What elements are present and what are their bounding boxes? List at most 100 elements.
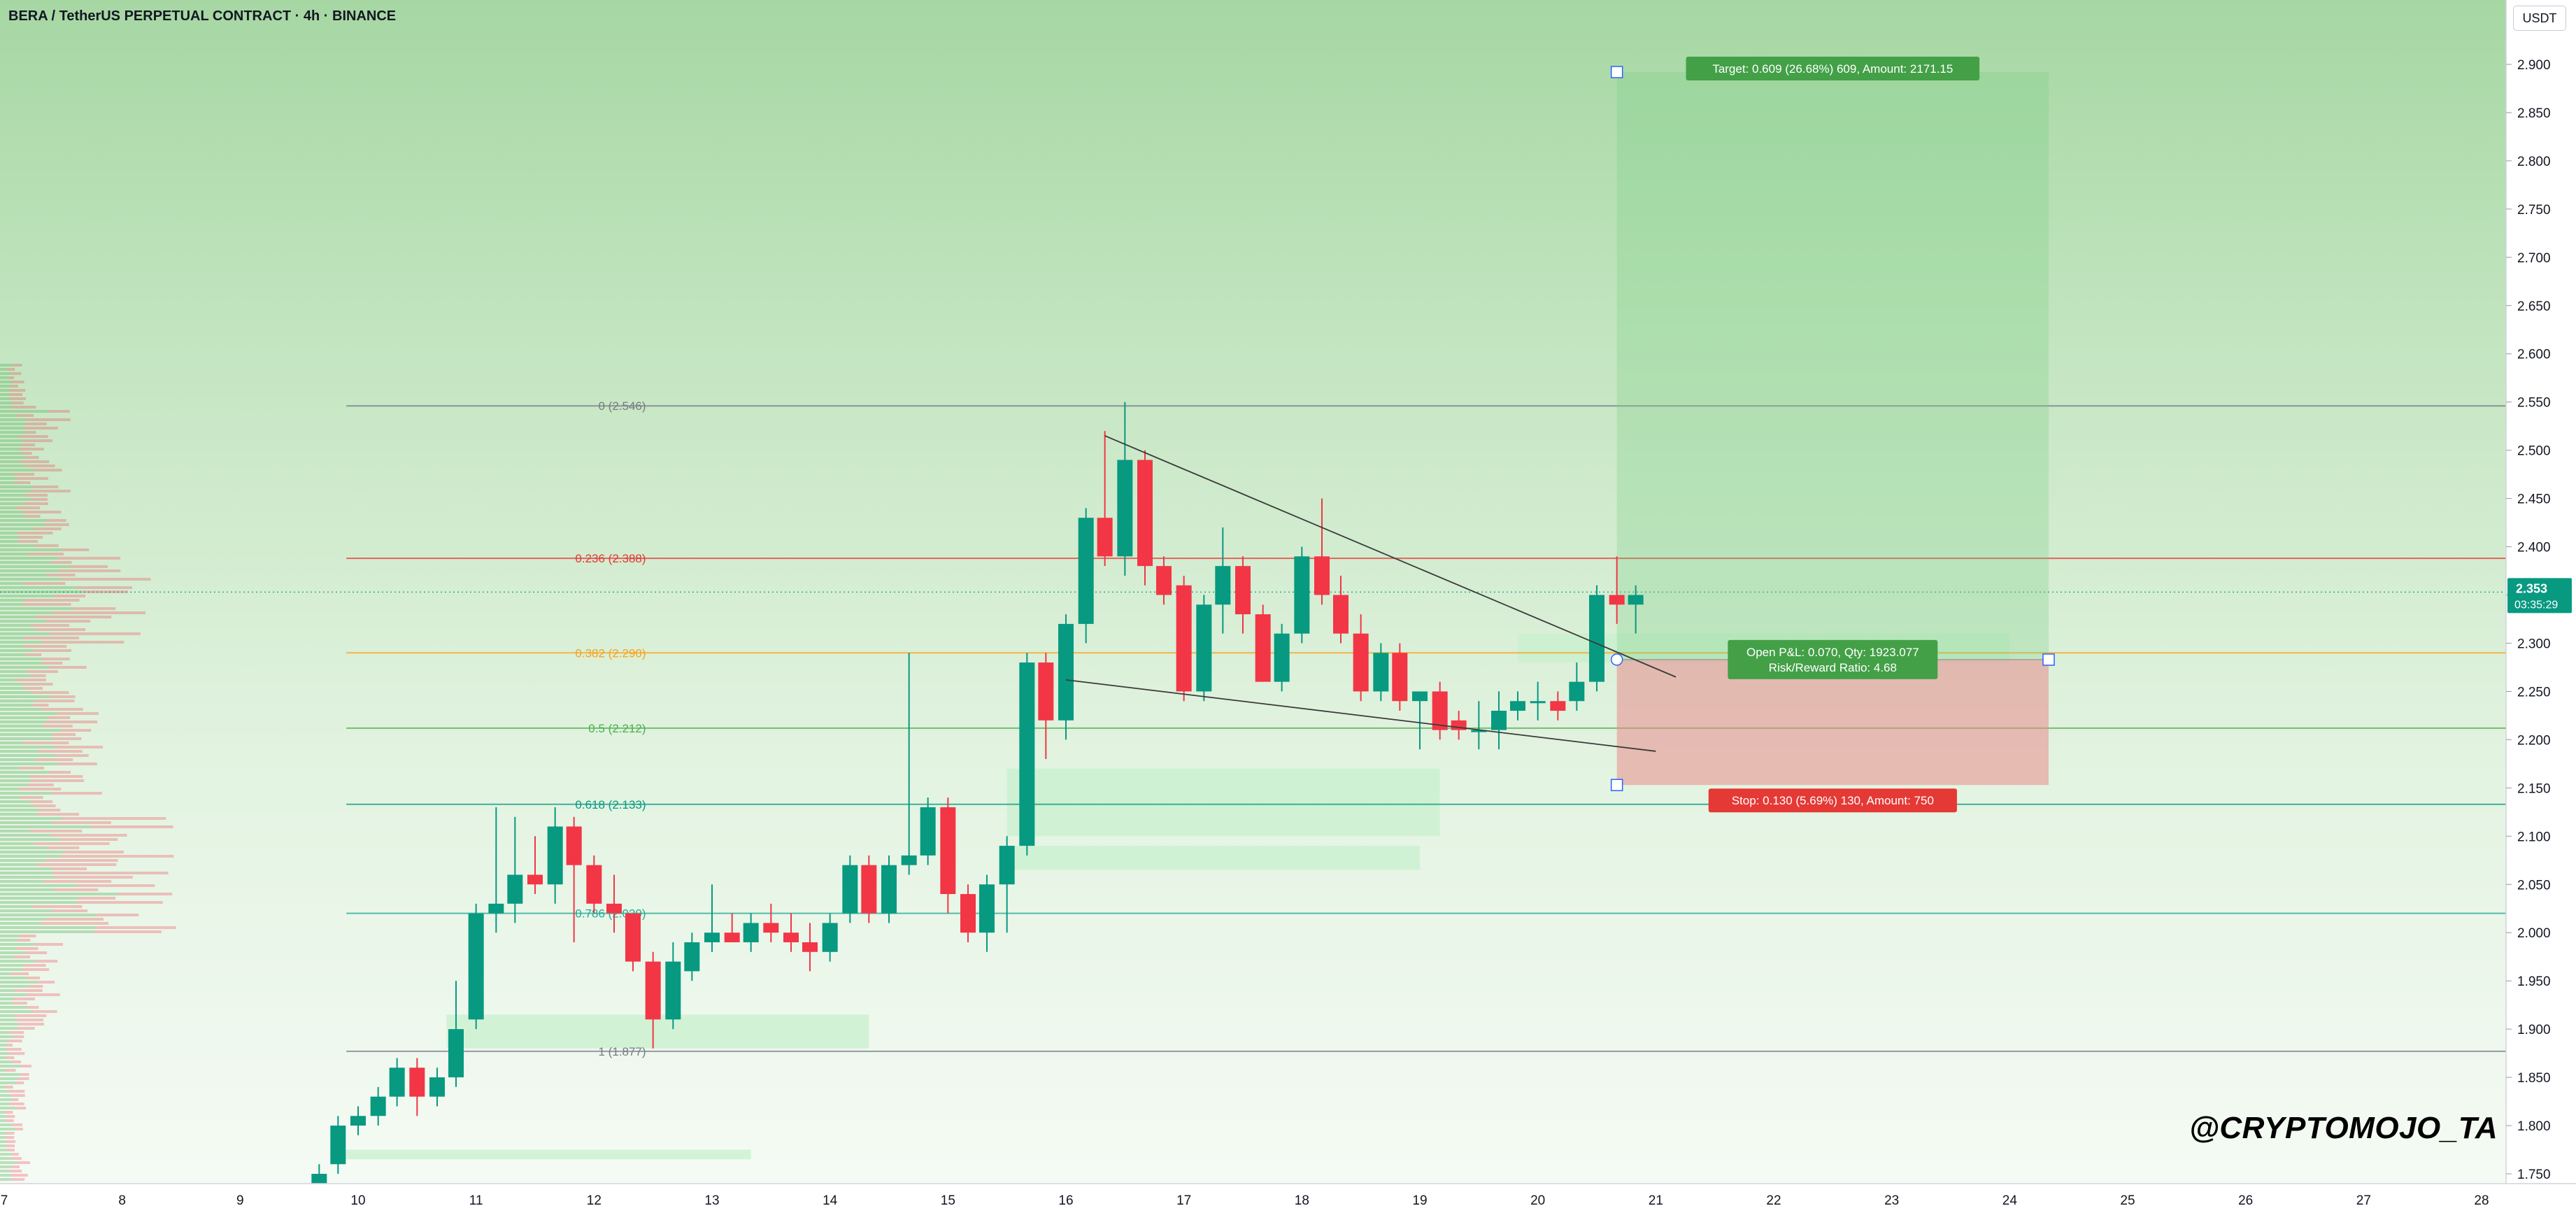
volume-bar-sell [27, 783, 54, 786]
volume-bar-buy [0, 821, 52, 824]
volume-bar-buy [0, 708, 42, 711]
y-tick-label: 2.600 [2517, 348, 2551, 362]
volume-bar-buy [0, 989, 15, 992]
currency-button[interactable]: USDT [2513, 6, 2566, 31]
volume-bar-sell [6, 1140, 16, 1143]
volume-bar-sell [52, 872, 169, 874]
volume-bar-buy [0, 616, 36, 618]
y-tick-label: 1.750 [2517, 1168, 2551, 1182]
fibonacci-retracement[interactable]: 0 (2.546) 0.236 (2.388) 0.382 (2.290) 0.5 (… [0, 399, 2506, 1058]
candle-body [1117, 460, 1133, 557]
volume-bar-buy [0, 1044, 6, 1047]
volume-bar-sell [42, 662, 63, 665]
volume-bar-buy [0, 389, 8, 392]
volume-bar-sell [31, 704, 49, 707]
candle-body [1176, 585, 1192, 692]
volume-bar-sell [41, 658, 70, 660]
volume-bar-sell [64, 851, 124, 853]
volume-bar-sell [42, 725, 73, 728]
candle-body [547, 826, 563, 885]
volume-bar-buy [0, 813, 36, 816]
volume-bar-buy [0, 586, 77, 589]
volume-bar-buy [0, 880, 44, 883]
pnl-label-text: Risk/Reward Ratio: 4.68 [1769, 661, 1897, 674]
stop-label-box [1708, 788, 1957, 813]
x-tick-label: 8 [118, 1193, 126, 1208]
volume-bar-buy [0, 888, 55, 891]
trendlines[interactable] [1065, 435, 1677, 752]
volume-bar-buy [0, 960, 35, 963]
volume-bar-sell [16, 414, 34, 417]
x-tick-label: 19 [1412, 1193, 1427, 1208]
volume-bar-sell [9, 376, 15, 379]
volume-bar-buy [0, 825, 92, 828]
volume-bar-sell [23, 687, 43, 690]
volume-bar-buy [0, 691, 31, 694]
volume-bar-sell [17, 540, 38, 543]
volume-bar-sell [31, 905, 83, 908]
volume-bar-sell [11, 406, 36, 409]
volume-bar-sell [34, 943, 63, 946]
volume-bar-sell [23, 964, 46, 967]
volume-bar-buy [0, 448, 20, 451]
volume-bar-sell [24, 637, 80, 639]
volume-bar-buy [0, 767, 20, 769]
volume-bar-buy [0, 561, 50, 564]
volume-bar-buy [0, 750, 38, 753]
y-tick-label: 2.500 [2517, 444, 2551, 459]
volume-bar-buy [0, 855, 59, 858]
volume-bar-sell [59, 838, 118, 841]
volume-bar-sell [96, 926, 176, 929]
volume-bar-buy [0, 1119, 6, 1122]
volume-bar-sell [11, 1178, 25, 1181]
volume-bar-buy [0, 628, 36, 631]
volume-bar-sell [9, 1031, 24, 1034]
volume-bar-buy [0, 444, 22, 446]
volume-bar-sell [49, 771, 71, 774]
pnl-label-box [1728, 639, 1938, 679]
volume-bar-sell [76, 586, 132, 589]
candle-body [901, 855, 917, 865]
volume-bar-sell [5, 1111, 13, 1114]
volume-bar-sell [19, 460, 50, 463]
volume-bar-sell [69, 565, 108, 568]
volume-bar-sell [50, 834, 127, 837]
volume-bar-sell [45, 519, 66, 522]
candle-body [1314, 556, 1330, 595]
volume-bar-buy [0, 1065, 21, 1067]
volume-bar-sell [26, 418, 71, 421]
position-handle[interactable] [1610, 66, 1623, 78]
volume-bar-sell [54, 888, 99, 891]
volume-bar-buy [0, 469, 35, 471]
volume-bar-buy [0, 867, 52, 870]
volume-bar-sell [24, 515, 41, 518]
volume-bar-sell [15, 1081, 24, 1084]
long-position-tool[interactable] [1610, 66, 2055, 791]
volume-bar-sell [12, 1002, 27, 1005]
x-tick-label: 28 [2474, 1193, 2489, 1208]
position-handle[interactable] [1610, 653, 1623, 666]
volume-bar-sell [12, 1061, 22, 1063]
bar-countdown-label: 03:35:29 [2514, 599, 2558, 611]
volume-bar-buy [0, 762, 57, 765]
volume-bar-sell [30, 498, 48, 501]
volume-bar-buy [0, 385, 11, 388]
y-tick-label: 1.850 [2517, 1071, 2551, 1086]
volume-bar-sell [14, 989, 43, 992]
volume-bar-buy [0, 1144, 7, 1147]
volume-bar-buy [0, 771, 50, 774]
volume-bar-sell [25, 670, 58, 673]
position-handle[interactable] [2042, 653, 2055, 666]
volume-bar-sell [29, 775, 83, 778]
position-handle[interactable] [1610, 779, 1623, 791]
volume-bar-buy [0, 804, 34, 807]
volume-bar-buy [0, 872, 52, 874]
volume-bar-buy [0, 1061, 13, 1063]
volume-bar-sell [8, 1090, 25, 1093]
volume-bar-buy [0, 1006, 27, 1009]
candle-body [330, 1126, 346, 1165]
volume-bar-buy [0, 830, 30, 832]
candle-body [1471, 730, 1487, 732]
volume-bar-buy [0, 666, 48, 669]
